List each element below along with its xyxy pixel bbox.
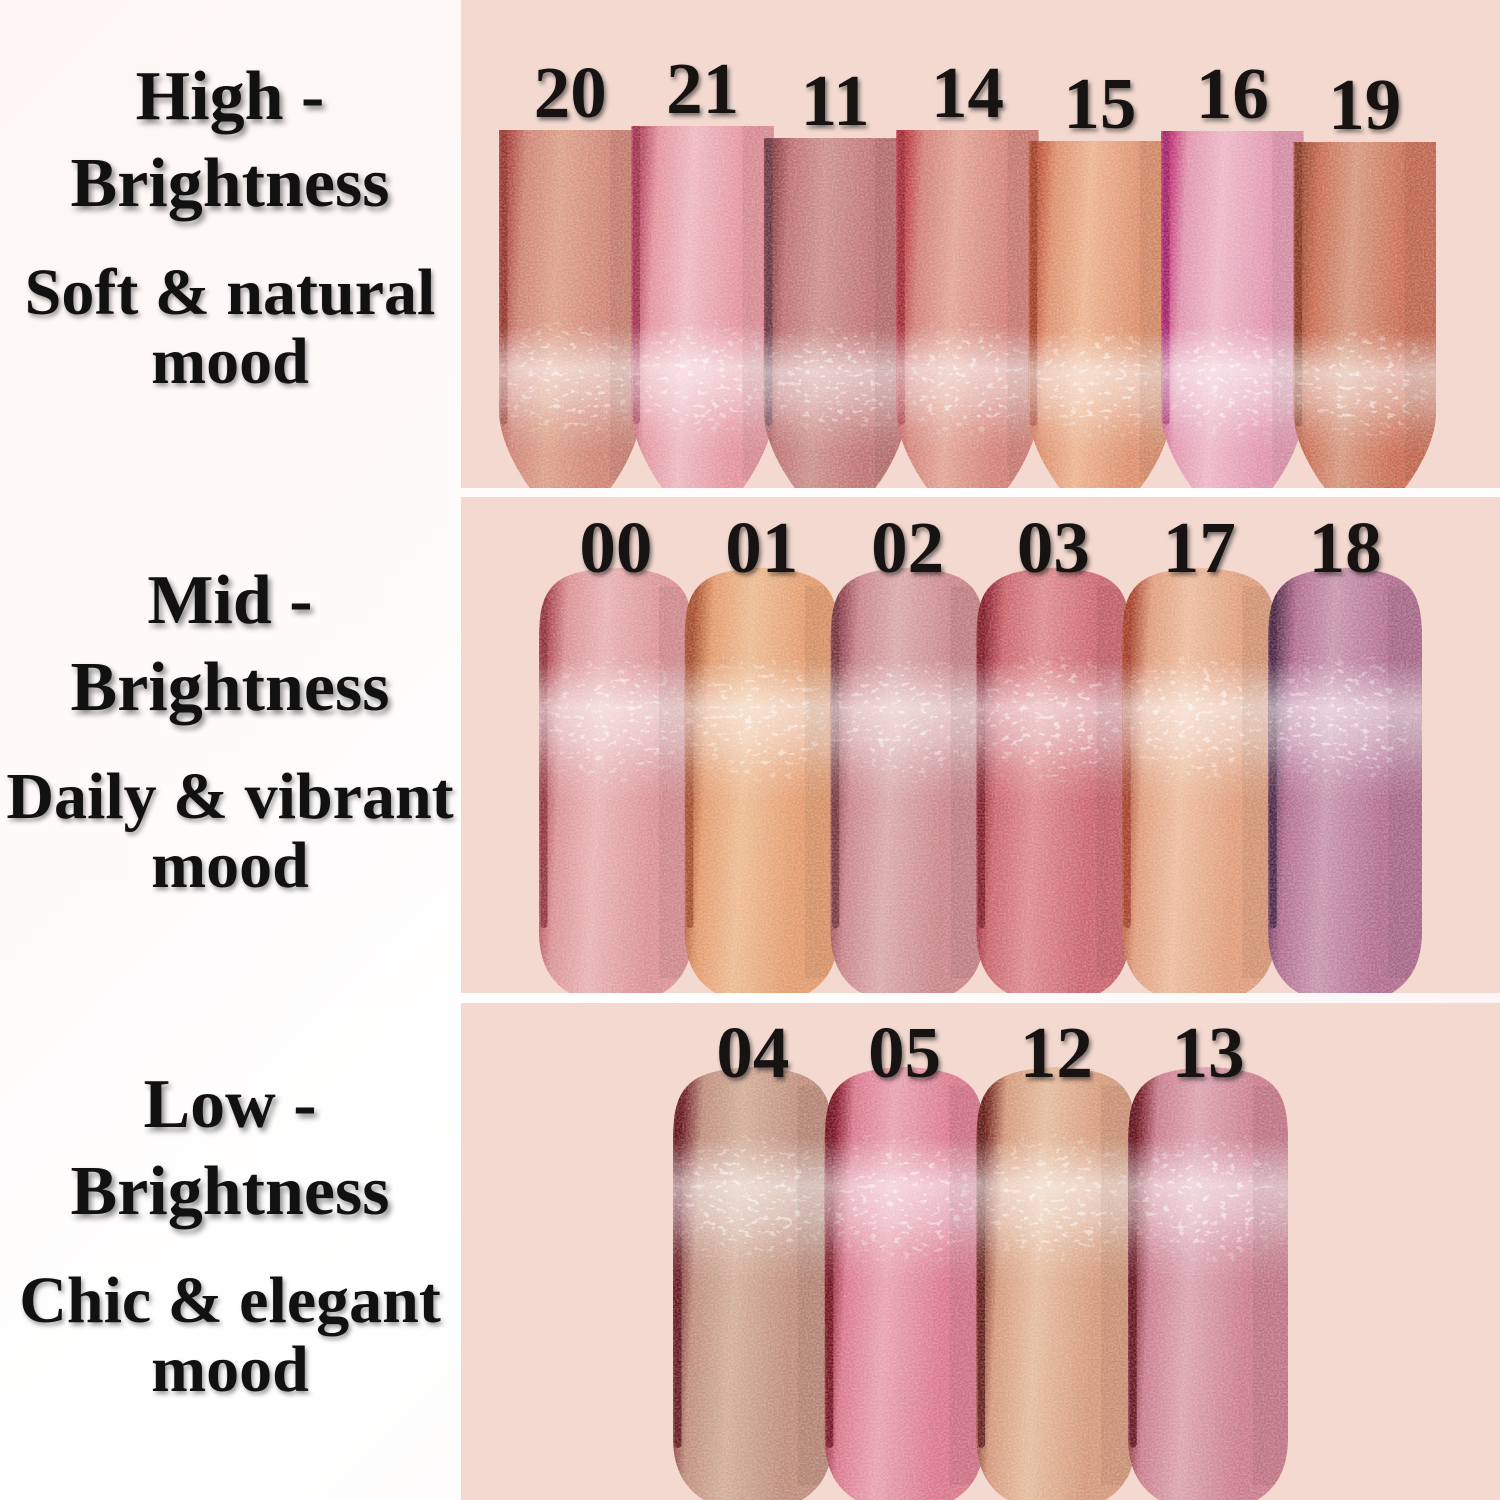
svg-text:16: 16 bbox=[1196, 53, 1269, 134]
svg-text:12: 12 bbox=[1020, 1012, 1093, 1093]
svg-text:01: 01 bbox=[725, 507, 798, 588]
svg-text:00: 00 bbox=[579, 507, 652, 588]
svg-text:05: 05 bbox=[868, 1012, 941, 1093]
svg-text:14: 14 bbox=[931, 52, 1004, 133]
svg-text:04: 04 bbox=[716, 1012, 789, 1093]
svg-text:20: 20 bbox=[534, 52, 607, 133]
svg-text:03: 03 bbox=[1017, 507, 1090, 588]
svg-text:18: 18 bbox=[1309, 507, 1382, 588]
svg-text:21: 21 bbox=[666, 48, 739, 129]
svg-text:13: 13 bbox=[1172, 1012, 1245, 1093]
svg-text:19: 19 bbox=[1328, 64, 1401, 145]
svg-text:17: 17 bbox=[1163, 507, 1236, 588]
svg-text:15: 15 bbox=[1063, 63, 1136, 144]
svg-text:02: 02 bbox=[871, 507, 944, 588]
svg-text:11: 11 bbox=[801, 60, 870, 141]
